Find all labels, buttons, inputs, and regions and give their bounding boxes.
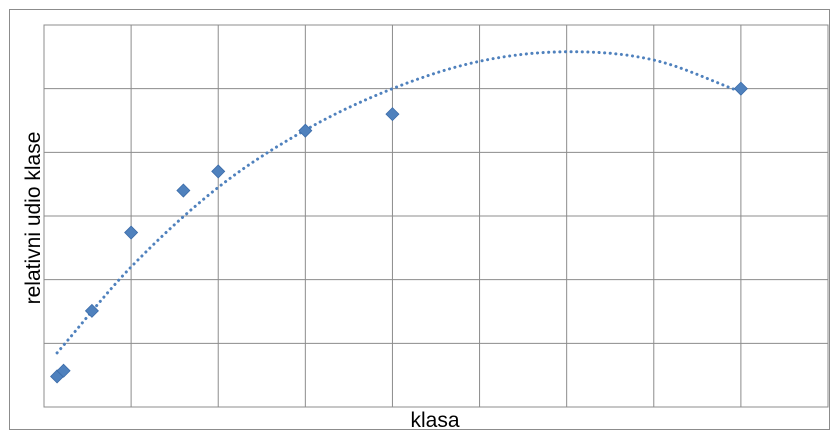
- data-point: [733, 81, 748, 96]
- trendline: [55, 50, 743, 355]
- data-point: [176, 183, 191, 198]
- data-point: [56, 363, 71, 378]
- data-point: [385, 107, 400, 122]
- data-points-layer: [50, 81, 748, 384]
- chart-outer-border: [9, 9, 830, 430]
- x-axis-label: klasa: [410, 409, 459, 430]
- trendline-layer: [55, 50, 743, 355]
- y-axis-label: relativni udio klase: [22, 132, 45, 305]
- grid-lines: [44, 25, 828, 407]
- data-point: [84, 303, 99, 318]
- data-point: [211, 164, 226, 179]
- data-point: [124, 225, 139, 240]
- data-point: [298, 123, 313, 138]
- plot-area-frame: [43, 24, 829, 408]
